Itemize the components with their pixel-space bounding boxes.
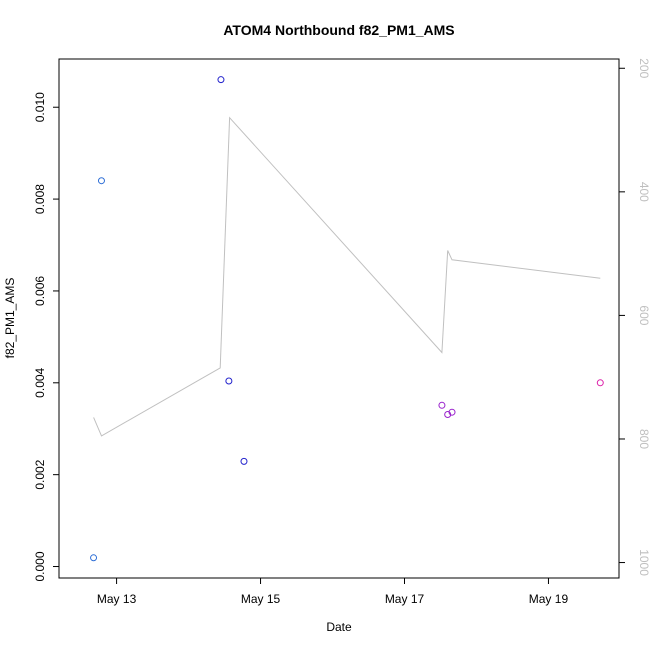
x-tick-label: May 15 <box>241 592 281 606</box>
y-tick-label: 0.006 <box>33 276 47 306</box>
line-series <box>93 116 601 437</box>
data-point <box>97 177 105 185</box>
chart-title: ATOM4 Northbound f82_PM1_AMS <box>223 22 454 38</box>
data-point <box>438 401 446 409</box>
data-point <box>596 379 604 387</box>
x-tick-label: May 17 <box>385 592 425 606</box>
data-point <box>217 76 225 84</box>
y-tick-label: 0.004 <box>33 367 47 397</box>
x-axis-label: Date <box>326 620 352 634</box>
y2-tick-label: 200 <box>637 58 650 78</box>
y-tick-label: 0.002 <box>33 459 47 489</box>
series-line-path <box>93 116 601 437</box>
data-point <box>90 554 98 562</box>
y2-tick-label: 400 <box>637 182 650 202</box>
y-tick-label: 0.008 <box>33 184 47 214</box>
x-axis: May 13 May 15 May 17 May 19 <box>97 578 569 606</box>
y2-tick-label: 800 <box>637 429 650 449</box>
data-point <box>448 408 456 416</box>
y-axis-label: f82_PM1_AMS <box>3 278 17 359</box>
y-tick-label: 0.000 <box>33 551 47 581</box>
point-series <box>90 76 604 562</box>
plot-frame <box>58 58 620 579</box>
x-tick-label: May 19 <box>529 592 569 606</box>
y2-tick-label: 1000 <box>637 549 650 576</box>
y-tick-label: 0.010 <box>33 92 47 122</box>
y-axis: 0.000 0.002 0.004 0.006 0.008 0.010 <box>33 92 59 582</box>
y2-tick-label: 600 <box>637 305 650 325</box>
x-tick-label: May 13 <box>97 592 137 606</box>
data-point <box>240 457 248 465</box>
y2-axis: 200 400 600 800 1000 <box>619 58 650 576</box>
data-point <box>225 377 233 385</box>
